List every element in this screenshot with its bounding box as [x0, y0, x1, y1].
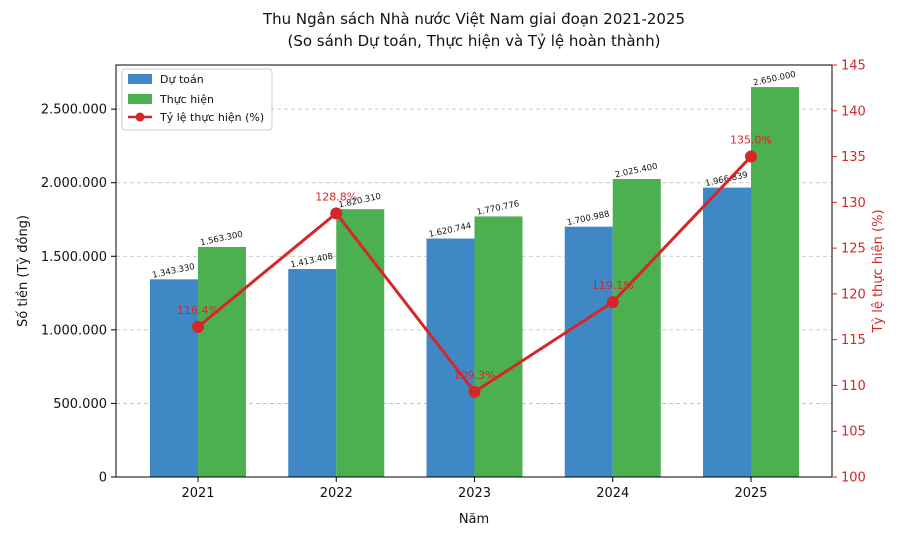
bar-thuc-hien — [198, 246, 246, 477]
bar-thuc-hien — [751, 87, 799, 478]
bar-label-thuc-hien: 2.650.000 — [752, 70, 796, 89]
bar-du-toan — [564, 226, 613, 477]
y2-tick-label: 135 — [841, 150, 866, 165]
legend-label-thuc-hien: Thực hiện — [159, 93, 214, 106]
y2-tick-label: 115 — [841, 333, 866, 348]
bar-series-layer: 1.343.330 1.413.408 1.620.744 1.700.988 1.96… — [150, 70, 799, 478]
x-tick-label: 2025 — [734, 486, 767, 501]
y2-tick-label: 130 — [841, 196, 866, 211]
y2-tick-label: 125 — [841, 242, 866, 257]
line-label-ty-le: 119.1% — [592, 279, 634, 292]
bar-thuc-hien — [612, 178, 661, 477]
y-tick-label: 1.500.000 — [41, 250, 107, 265]
bar-label-du-toan: 1.413.408 — [290, 252, 334, 271]
line-series-layer: 116.4% 128.8% 109.3% 119.1% 135.0% — [177, 134, 772, 398]
x-tick-label: 2021 — [181, 486, 214, 501]
legend-marker-ty-le — [135, 112, 145, 122]
y2-axis-label: Tỷ lệ thực hiện (%) — [871, 209, 886, 333]
line-point-ty-le — [192, 320, 204, 333]
legend-label-du-toan: Dự toán — [160, 73, 204, 86]
line-point-ty-le — [606, 296, 619, 309]
line-point-ty-le — [745, 150, 757, 163]
bar-label-thuc-hien: 1.770.776 — [476, 199, 520, 218]
bar-label-du-toan: 1.966.839 — [704, 170, 748, 189]
x-tick-label: 2022 — [320, 486, 353, 501]
line-point-ty-le — [330, 207, 343, 220]
chart-subtitle: (So sánh Dự toán, Thực hiện và Tỷ lệ hoà… — [287, 32, 660, 50]
bar-du-toan — [288, 269, 337, 477]
bar-label-du-toan: 1.343.330 — [151, 262, 195, 281]
y2-tick-label: 145 — [841, 59, 866, 74]
x-tick-label: 2023 — [458, 486, 491, 501]
chart-title: Thu Ngân sách Nhà nước Việt Nam giai đoạ… — [262, 10, 685, 28]
y-tick-label: 2.500.000 — [41, 103, 107, 118]
bar-label-thuc-hien: 1.563.300 — [199, 230, 243, 249]
line-label-ty-le: 109.3% — [454, 369, 496, 382]
bar-label-du-toan: 1.700.988 — [566, 209, 610, 228]
bar-thuc-hien — [336, 209, 385, 477]
y2-tick-label: 110 — [841, 379, 866, 394]
line-point-ty-le — [468, 385, 481, 398]
legend-frame — [121, 68, 273, 131]
y-axis-label: Số tiền (Tỷ đồng) — [16, 215, 31, 327]
y2-tick-label: 140 — [841, 104, 866, 119]
y-tick-label: 1.000.000 — [41, 323, 107, 338]
bar-label-thuc-hien: 2.025.400 — [614, 162, 658, 181]
legend: Dự toán Thực hiện Tỷ lệ thực hiện (%) — [121, 68, 273, 131]
y-tick-label: 0 — [99, 471, 107, 486]
bar-label-du-toan: 1.620.744 — [428, 221, 472, 240]
axes: 0 500.000 1.000.000 1.500.000 2.000.000 2.500… — [41, 59, 866, 502]
line-label-ty-le: 116.4% — [177, 304, 219, 317]
y2-tick-label: 120 — [841, 287, 866, 302]
line-label-ty-le: 128.8% — [315, 190, 357, 203]
bar-du-toan — [426, 238, 475, 477]
y2-tick-label: 100 — [841, 471, 866, 486]
bar-du-toan — [150, 279, 198, 477]
x-axis-label: Năm — [459, 512, 489, 527]
line-label-ty-le: 135.0% — [730, 134, 772, 147]
legend-swatch-thuc-hien — [128, 94, 152, 104]
x-tick-label: 2024 — [596, 486, 629, 501]
bar-du-toan — [703, 187, 751, 477]
legend-label-ty-le: Tỷ lệ thực hiện (%) — [159, 111, 264, 124]
y-tick-label: 2.000.000 — [41, 176, 107, 191]
bar-thuc-hien — [474, 216, 523, 477]
y2-tick-label: 105 — [841, 425, 866, 440]
legend-swatch-du-toan — [128, 74, 152, 84]
y-tick-label: 500.000 — [53, 397, 107, 412]
